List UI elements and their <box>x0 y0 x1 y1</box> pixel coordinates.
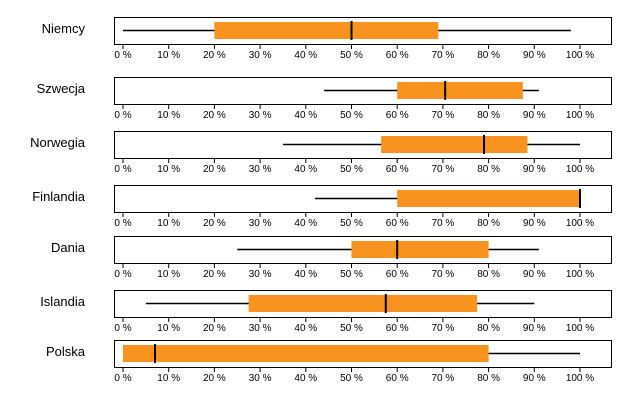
tick-label: 50 % <box>340 323 363 334</box>
row-polska: Polska 0 % 10 % 20 % 30 % 40 % 50 % 60 % 70 % 80 … <box>46 340 612 384</box>
tick-label: 50 % <box>340 110 363 121</box>
tick-label: 60 % <box>386 373 409 384</box>
tick-label: 50 % <box>340 373 363 384</box>
tick-label: 40 % <box>294 50 317 61</box>
tick-label: 100 % <box>566 164 594 175</box>
tick-label: 90 % <box>523 218 546 229</box>
tick-label: 10 % <box>157 218 180 229</box>
tick-label: 40 % <box>294 164 317 175</box>
tick-label: 70 % <box>432 110 455 121</box>
tick-label: 70 % <box>432 50 455 61</box>
tick-label: 0 % <box>114 373 131 384</box>
country-label: Dania <box>51 240 86 255</box>
tick-label: 50 % <box>340 218 363 229</box>
tick-label: 20 % <box>203 323 226 334</box>
row-niemcy: Niemcy 0 % 10 % 20 % 30 % 40 % 50 % 60 % 70 % 80 … <box>42 17 612 61</box>
iqr-box <box>123 345 489 362</box>
iqr-box <box>214 22 439 39</box>
country-label: Polska <box>46 344 86 359</box>
iqr-box <box>397 82 523 99</box>
tick-label: 10 % <box>157 323 180 334</box>
tick-label: 70 % <box>432 269 455 280</box>
tick-label: 30 % <box>249 164 272 175</box>
tick-label: 10 % <box>157 164 180 175</box>
tick-label: 80 % <box>477 373 500 384</box>
tick-label: 30 % <box>249 269 272 280</box>
tick-label: 20 % <box>203 50 226 61</box>
tick-label: 60 % <box>386 218 409 229</box>
tick-label: 50 % <box>340 164 363 175</box>
country-label: Szwecja <box>37 81 86 96</box>
tick-label: 80 % <box>477 164 500 175</box>
tick-label: 90 % <box>523 50 546 61</box>
tick-label: 40 % <box>294 110 317 121</box>
tick-label: 90 % <box>523 373 546 384</box>
tick-label: 40 % <box>294 269 317 280</box>
tick-label: 90 % <box>523 323 546 334</box>
tick-label: 80 % <box>477 110 500 121</box>
tick-label: 0 % <box>114 269 131 280</box>
tick-label: 70 % <box>432 323 455 334</box>
tick-label: 20 % <box>203 164 226 175</box>
iqr-box <box>248 295 478 312</box>
tick-label: 60 % <box>386 164 409 175</box>
tick-label: 100 % <box>566 373 594 384</box>
tick-label: 90 % <box>523 164 546 175</box>
country-label: Islandia <box>40 294 86 309</box>
tick-label: 0 % <box>114 218 131 229</box>
tick-label: 70 % <box>432 218 455 229</box>
iqr-box <box>397 190 580 207</box>
tick-label: 10 % <box>157 269 180 280</box>
iqr-box <box>381 136 528 153</box>
tick-label: 70 % <box>432 373 455 384</box>
row-islandia: Islandia 0 % 10 % 20 % 30 % 40 % 50 % 60 % 70 % 8… <box>40 290 612 334</box>
tick-label: 30 % <box>249 110 272 121</box>
tick-label: 0 % <box>114 50 131 61</box>
tick-label: 100 % <box>566 218 594 229</box>
tick-label: 30 % <box>249 373 272 384</box>
country-label: Finlandia <box>32 189 86 204</box>
tick-label: 10 % <box>157 373 180 384</box>
country-label: Norwegia <box>30 135 86 150</box>
tick-label: 100 % <box>566 50 594 61</box>
row-szwecja: Szwecja 0 % 10 % 20 % 30 % 40 % 50 % 60 % 70 % 80… <box>37 77 612 121</box>
tick-label: 20 % <box>203 110 226 121</box>
tick-label: 30 % <box>249 50 272 61</box>
tick-label: 10 % <box>157 110 180 121</box>
tick-label: 100 % <box>566 110 594 121</box>
iqr-box <box>351 241 489 258</box>
tick-label: 80 % <box>477 218 500 229</box>
tick-label: 20 % <box>203 218 226 229</box>
tick-label: 40 % <box>294 218 317 229</box>
tick-label: 20 % <box>203 373 226 384</box>
tick-label: 80 % <box>477 323 500 334</box>
tick-label: 100 % <box>566 269 594 280</box>
tick-label: 90 % <box>523 269 546 280</box>
tick-label: 60 % <box>386 50 409 61</box>
tick-label: 90 % <box>523 110 546 121</box>
country-label: Niemcy <box>42 21 86 36</box>
tick-label: 80 % <box>477 269 500 280</box>
tick-label: 0 % <box>114 323 131 334</box>
tick-label: 70 % <box>432 164 455 175</box>
row-dania: Dania 0 % 10 % 20 % 30 % 40 % 50 % 60 % 70 % 80 %… <box>51 236 612 280</box>
row-norwegia: Norwegia 0 % 10 % 20 % 30 % 40 % 50 % 60 % 70 % 8… <box>30 131 612 175</box>
tick-label: 30 % <box>249 218 272 229</box>
tick-label: 30 % <box>249 323 272 334</box>
tick-label: 40 % <box>294 323 317 334</box>
tick-label: 60 % <box>386 110 409 121</box>
tick-label: 0 % <box>114 110 131 121</box>
tick-label: 80 % <box>477 50 500 61</box>
tick-label: 20 % <box>203 269 226 280</box>
tick-label: 60 % <box>386 269 409 280</box>
tick-label: 50 % <box>340 269 363 280</box>
tick-label: 100 % <box>566 323 594 334</box>
tick-label: 60 % <box>386 323 409 334</box>
row-finlandia: Finlandia 0 % 10 % 20 % 30 % 40 % 50 % 60 % 70 %… <box>32 185 612 229</box>
tick-label: 50 % <box>340 50 363 61</box>
tick-label: 40 % <box>294 373 317 384</box>
tick-label: 10 % <box>157 50 180 61</box>
tick-label: 0 % <box>114 164 131 175</box>
